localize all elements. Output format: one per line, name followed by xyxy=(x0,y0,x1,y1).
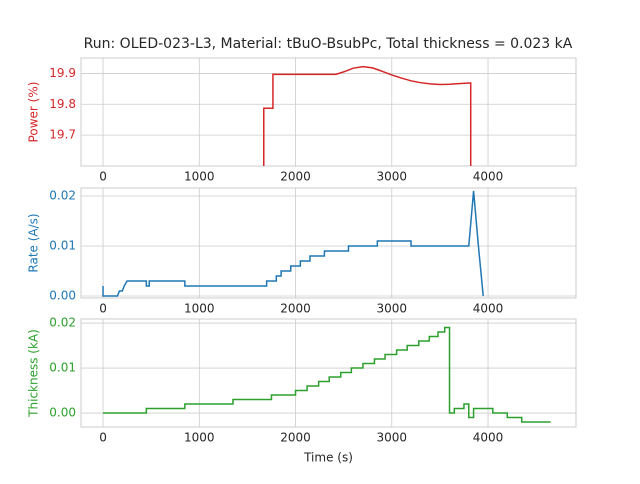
plot-frame xyxy=(80,57,577,167)
x-tick-label: 1000 xyxy=(184,170,215,184)
y-tick-label: 0.01 xyxy=(49,361,76,375)
data-line xyxy=(103,326,551,423)
y-axis-label: Power (%) xyxy=(27,82,41,143)
chart-title: Run: OLED-023-L3, Material: tBuO-BsubPc,… xyxy=(84,36,573,52)
y-tick-label: 0.02 xyxy=(49,316,76,330)
y-axis-label: Thickness (kA) xyxy=(27,329,41,418)
x-tick-label: 1000 xyxy=(184,431,215,445)
plot-frame xyxy=(80,318,577,428)
x-tick-label: 0 xyxy=(99,302,107,316)
y-tick-label: 0.01 xyxy=(49,239,76,253)
y-tick-label: 0.00 xyxy=(49,289,76,303)
x-tick-label: 4000 xyxy=(473,170,504,184)
x-tick-label: 2000 xyxy=(280,170,311,184)
y-tick-label: 19.8 xyxy=(49,97,76,111)
x-tick-label: 1000 xyxy=(184,302,215,316)
x-tick-label: 2000 xyxy=(280,431,311,445)
x-tick-label: 4000 xyxy=(473,302,504,316)
x-tick-label: 2000 xyxy=(280,302,311,316)
y-tick-label: 19.9 xyxy=(49,66,76,80)
y-tick-label: 0.00 xyxy=(49,406,76,420)
plot-frame xyxy=(80,187,577,299)
x-tick-label: 4000 xyxy=(473,431,504,445)
x-axis-label: Time (s) xyxy=(303,451,353,465)
x-tick-label: 3000 xyxy=(377,431,408,445)
data-line xyxy=(102,190,484,297)
data-line xyxy=(263,65,472,166)
x-tick-label: 3000 xyxy=(377,170,408,184)
x-tick-label: 0 xyxy=(99,170,107,184)
x-tick-label: 0 xyxy=(99,431,107,445)
y-tick-label: 0.02 xyxy=(49,189,76,203)
y-axis-label: Rate (A/s) xyxy=(27,213,41,272)
x-tick-label: 3000 xyxy=(377,302,408,316)
y-tick-label: 19.7 xyxy=(49,128,76,142)
